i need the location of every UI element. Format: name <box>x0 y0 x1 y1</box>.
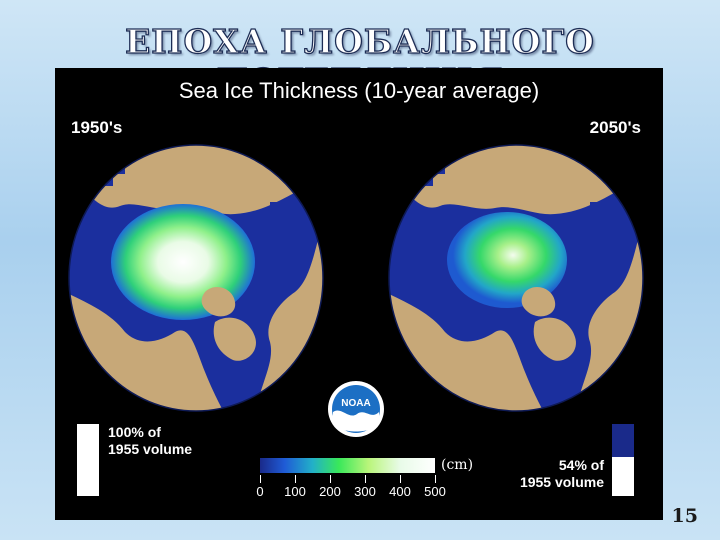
sea-ice-right <box>447 212 567 308</box>
volume-2050s-line1: 54% of <box>558 457 604 473</box>
volume-bar-1950s <box>77 424 99 496</box>
page-number: 15 <box>671 505 698 527</box>
globe-2050s <box>388 144 644 412</box>
colorbar-tick-label: 400 <box>389 484 411 499</box>
land-greenland-right <box>533 317 576 361</box>
volume-bar-2050s <box>612 424 634 496</box>
colorbar-unit: (cm) <box>441 457 474 473</box>
colorbar-tick <box>365 475 366 483</box>
land-islands-left <box>201 287 236 317</box>
colorbar-tick <box>435 475 436 483</box>
volume-fill-2050s <box>612 457 634 496</box>
colorbar-tick-label: 200 <box>319 484 341 499</box>
noaa-logo: NOAA <box>328 381 384 437</box>
right-decade-label: 2050's <box>589 118 641 137</box>
colorbar-tick-label: 0 <box>256 484 264 499</box>
colorbar-tick-label: 500 <box>424 484 446 499</box>
volume-text-2050s: 54% of 1955 volume <box>510 457 604 491</box>
colorbar-tick <box>400 475 401 483</box>
colorbar-tick-label: 300 <box>354 484 376 499</box>
sea-ice-figure: Sea Ice Thickness (10-year average) 1950… <box>55 68 663 520</box>
figure-title: Sea Ice Thickness (10-year average) <box>178 78 540 103</box>
volume-1950s-line1: 100% of <box>108 424 161 440</box>
volume-text-1950s: 100% of 1955 volume <box>108 424 192 458</box>
colorbar-tick <box>330 475 331 483</box>
thickness-colorbar <box>260 458 435 473</box>
globe-1950s <box>68 144 324 412</box>
land-islands-right <box>521 287 556 317</box>
volume-2050s-line2: 1955 volume <box>519 474 604 490</box>
colorbar-tick <box>295 475 296 483</box>
land-greenland-left <box>213 317 256 361</box>
logo-text: NOAA <box>341 398 370 409</box>
left-decade-label: 1950's <box>71 118 123 137</box>
volume-1950s-line2: 1955 volume <box>108 441 193 457</box>
colorbar-tick-label: 100 <box>284 484 306 499</box>
volume-fill-1950s <box>77 424 99 496</box>
colorbar-tick <box>260 475 261 483</box>
